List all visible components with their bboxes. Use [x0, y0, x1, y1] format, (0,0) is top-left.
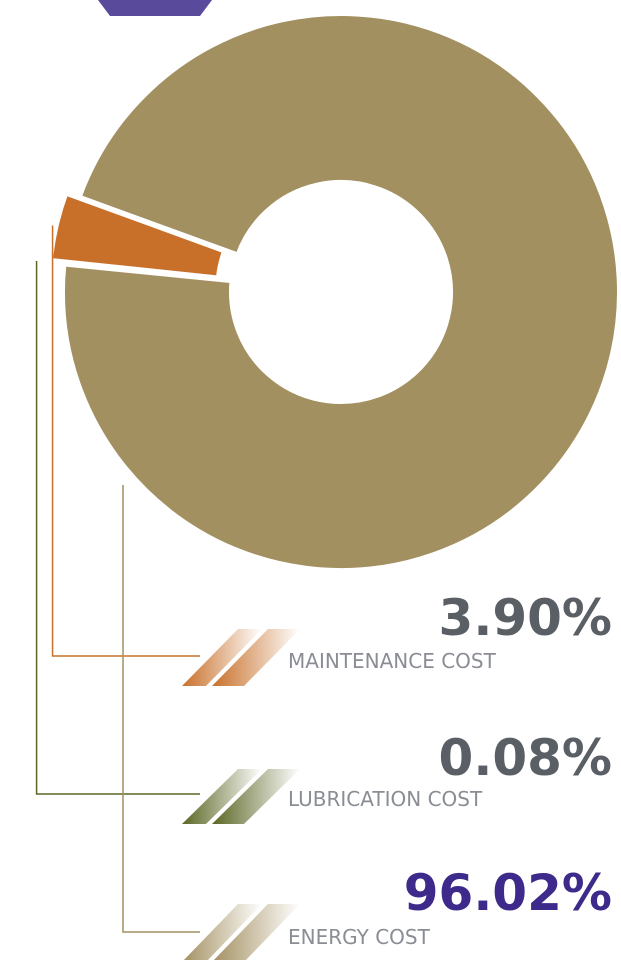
category-label: LUBRICATION COST	[288, 787, 483, 811]
value-label: 3.90%	[439, 589, 612, 647]
stripe	[182, 629, 262, 686]
value-label: 96.02%	[404, 864, 612, 922]
donut-slice	[61, 12, 621, 572]
stripe	[213, 904, 300, 960]
leader-line	[51, 225, 200, 657]
value-label: 0.08%	[439, 729, 612, 787]
stripe	[182, 769, 262, 824]
stripe	[212, 629, 300, 686]
category-label: ENERGY COST	[288, 925, 431, 949]
category-label: MAINTENANCE COST	[288, 649, 497, 673]
leader-line	[122, 485, 200, 933]
leader-line	[35, 260, 200, 795]
header-decoration	[98, 0, 212, 16]
stripe	[212, 769, 300, 824]
stripe	[183, 904, 262, 960]
